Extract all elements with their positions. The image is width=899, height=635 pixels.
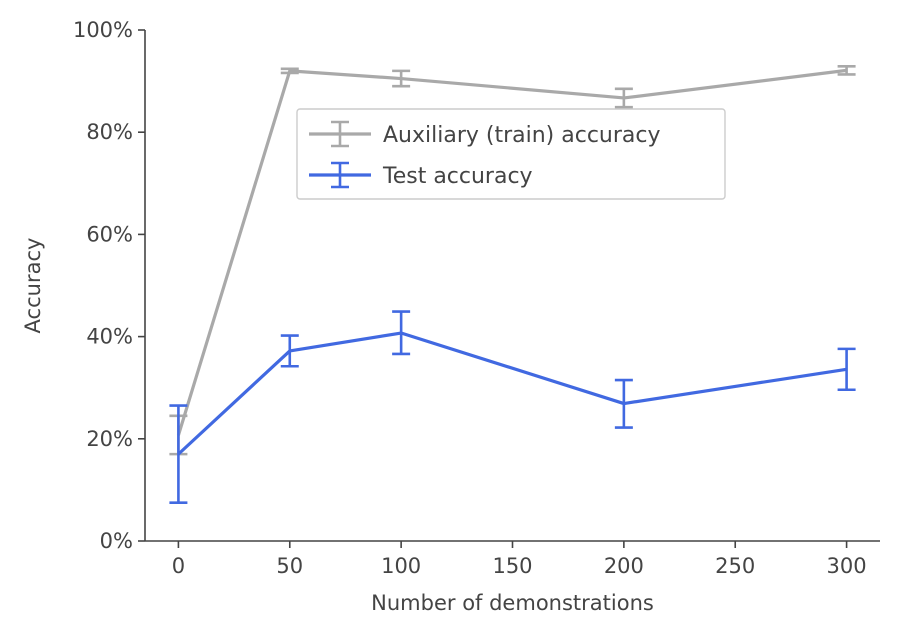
legend-label: Auxiliary (train) accuracy xyxy=(383,123,661,148)
y-axis: 0% 20% 40% 60% 80% 100% Accuracy xyxy=(21,18,146,553)
x-tick-label: 150 xyxy=(492,554,532,578)
y-tick-label: 80% xyxy=(86,120,133,144)
x-tick-label: 0 xyxy=(172,554,185,578)
x-tick-label: 100 xyxy=(381,554,421,578)
series-1 xyxy=(169,310,856,504)
x-tick-label: 200 xyxy=(604,554,644,578)
legend-item: Auxiliary (train) accuracy xyxy=(309,120,661,148)
x-tick-label: 50 xyxy=(276,554,303,578)
y-tick-label: 40% xyxy=(86,325,133,349)
x-axis-label: Number of demonstrations xyxy=(371,591,654,615)
y-tick-label: 60% xyxy=(86,222,133,246)
legend: Auxiliary (train) accuracy Test accuracy xyxy=(296,108,726,200)
legend-box xyxy=(296,108,726,200)
legend-item: Test accuracy xyxy=(309,161,533,189)
series-line xyxy=(177,331,847,456)
x-axis: 0 50 100 150 200 250 300 Number of demonstrati… xyxy=(145,540,880,615)
legend-label: Test accuracy xyxy=(382,164,533,189)
plot-area xyxy=(169,64,856,504)
y-axis-label: Accuracy xyxy=(21,238,45,334)
y-tick-label: 100% xyxy=(73,18,133,42)
y-tick-label: 0% xyxy=(100,529,133,553)
x-tick-label: 250 xyxy=(715,554,755,578)
x-tick-label: 300 xyxy=(827,554,867,578)
y-tick-label: 20% xyxy=(86,427,133,451)
